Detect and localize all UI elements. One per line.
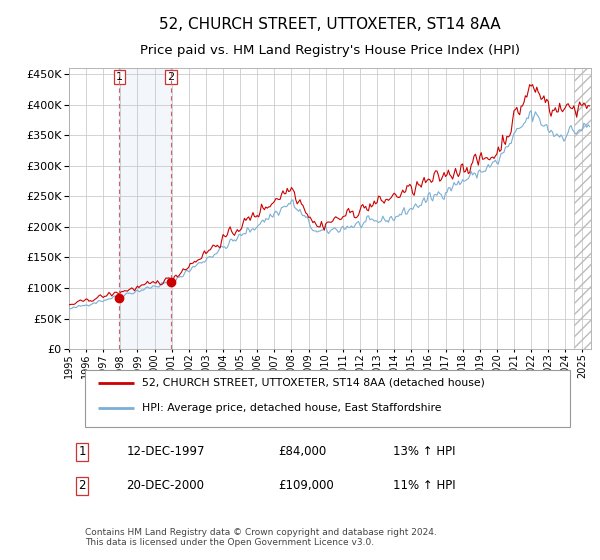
Text: 2: 2 (78, 479, 86, 492)
Text: 11% ↑ HPI: 11% ↑ HPI (392, 479, 455, 492)
Text: Contains HM Land Registry data © Crown copyright and database right 2024.
This d: Contains HM Land Registry data © Crown c… (85, 528, 436, 547)
Text: 13% ↑ HPI: 13% ↑ HPI (392, 445, 455, 458)
Text: 2: 2 (167, 72, 175, 82)
Text: 52, CHURCH STREET, UTTOXETER, ST14 8AA (detached house): 52, CHURCH STREET, UTTOXETER, ST14 8AA (… (142, 378, 485, 388)
Bar (119, 68, 171, 349)
Text: HPI: Average price, detached house, East Staffordshire: HPI: Average price, detached house, East… (142, 403, 442, 413)
FancyBboxPatch shape (85, 370, 570, 427)
Text: 12-DEC-1997: 12-DEC-1997 (127, 445, 205, 458)
Text: £109,000: £109,000 (278, 479, 334, 492)
Text: 52, CHURCH STREET, UTTOXETER, ST14 8AA: 52, CHURCH STREET, UTTOXETER, ST14 8AA (159, 17, 501, 32)
Text: 1: 1 (116, 72, 123, 82)
Text: Price paid vs. HM Land Registry's House Price Index (HPI): Price paid vs. HM Land Registry's House … (140, 44, 520, 57)
Text: 1: 1 (78, 445, 86, 458)
Text: £84,000: £84,000 (278, 445, 326, 458)
Text: 20-DEC-2000: 20-DEC-2000 (127, 479, 205, 492)
